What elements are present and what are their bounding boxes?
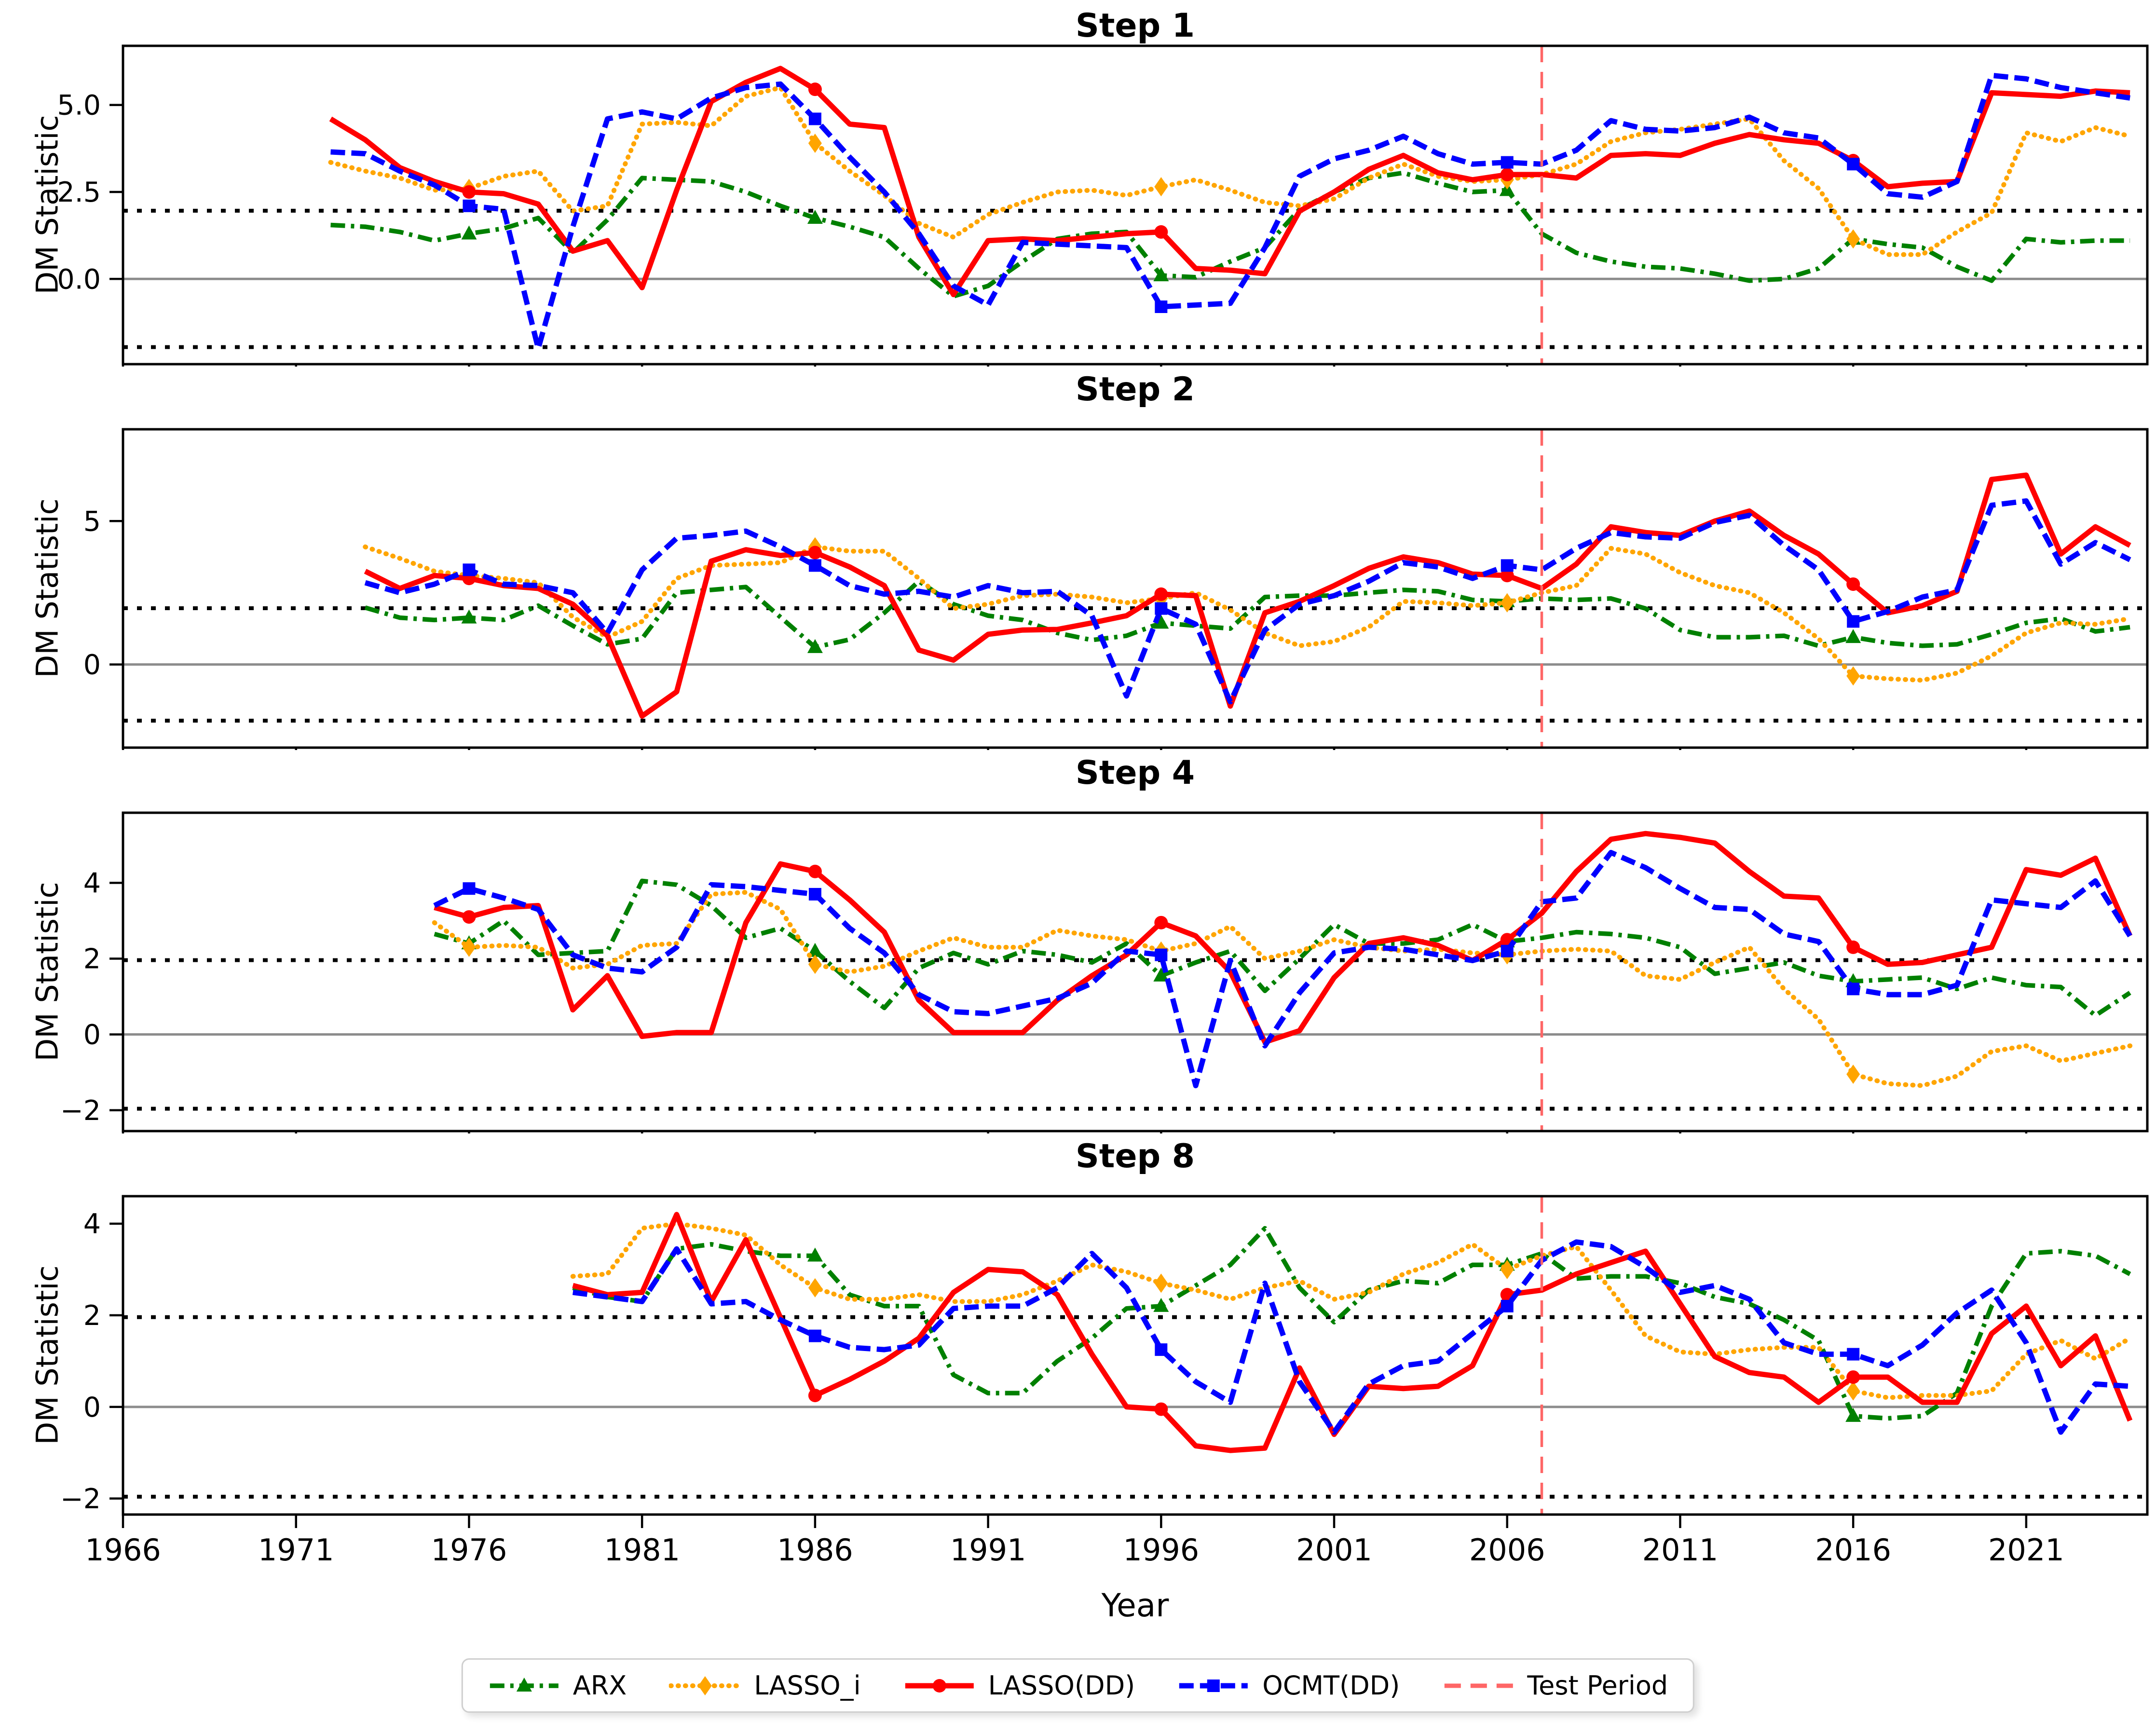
- y-axis-label-step2: DM Statistic: [29, 498, 65, 678]
- x-tick-label: 1991: [950, 1532, 1026, 1568]
- series-lasso_i: [328, 85, 2133, 257]
- x-tick-label: 2011: [1642, 1532, 1719, 1568]
- y-tick-label: 2: [83, 943, 101, 975]
- y-tick-label: −2: [60, 1483, 101, 1515]
- series-ocmt_dd: [433, 850, 2132, 1089]
- series-lasso_i: [363, 544, 2133, 683]
- y-tick-label: 5.0: [57, 90, 101, 122]
- x-tick-label: 1971: [258, 1532, 334, 1568]
- lasso-dd-legend-glyph: [905, 1679, 974, 1693]
- y-axis-label-step1: DM Statistic: [29, 115, 65, 295]
- series-ocmt_dd: [330, 72, 2130, 351]
- y-axis-label-step4: DM Statistic: [29, 882, 65, 1062]
- y-tick-label: 2: [83, 1300, 101, 1332]
- series-lasso_dd: [364, 472, 2131, 719]
- series-ocmt_dd: [572, 1239, 2130, 1435]
- x-tick-label: 2001: [1296, 1532, 1372, 1568]
- y-tick-label: 0.0: [57, 263, 101, 295]
- arx-legend-glyph: [490, 1677, 559, 1692]
- y-tick-label: 4: [83, 1208, 101, 1240]
- y-tick-label: 0: [83, 1392, 101, 1423]
- ocmt-dd-legend-glyph: [1179, 1679, 1248, 1692]
- legend-item-ocmt-dd: OCMT(DD): [1177, 1670, 1400, 1701]
- subplot-title-step8: Step 8: [1075, 1137, 1195, 1175]
- y-tick-label: 5: [83, 505, 101, 537]
- legend-item-lasso-i: LASSO_i: [669, 1670, 861, 1701]
- series-arx: [364, 579, 2130, 650]
- y-tick-label: 0: [83, 649, 101, 681]
- y-tick-label: 4: [83, 867, 101, 899]
- y-tick-label: 0: [83, 1019, 101, 1051]
- legend: ARX LASSO_i LASSO(DD) OCMT(DD) Test Peri…: [461, 1658, 1695, 1713]
- x-tick-label: 1966: [85, 1532, 161, 1568]
- x-tick-label: 2006: [1469, 1532, 1545, 1568]
- lasso-i-legend-glyph: [669, 1676, 742, 1695]
- subplot-title-step2: Step 2: [1075, 370, 1195, 409]
- series-lasso_dd: [434, 831, 2133, 1045]
- legend-label-test-period: Test Period: [1527, 1670, 1668, 1701]
- x-axis-label: Year: [1101, 1587, 1169, 1624]
- series-arx: [572, 1226, 2131, 1421]
- y-tick-label: −2: [60, 1095, 101, 1127]
- plot-area-step-8: −2 0 2 4: [60, 1133, 2156, 1545]
- series-lasso_i: [432, 890, 2133, 1088]
- plot-area-step-4: −2 0 2 4: [60, 750, 2156, 1161]
- legend-label-arx: ARX: [573, 1670, 627, 1701]
- x-tick-label: 1986: [777, 1532, 853, 1568]
- legend-label-lasso-i: LASSO_i: [754, 1670, 861, 1701]
- plot-area-step-1: 0.0 2.5 5.0: [57, 0, 2156, 395]
- x-tick-label: 1981: [604, 1532, 680, 1568]
- test-period-legend-glyph: [1444, 1683, 1513, 1688]
- x-tick-label: 1996: [1123, 1532, 1199, 1568]
- series-arx: [330, 170, 2130, 299]
- x-tick-label: 2021: [1988, 1532, 2064, 1568]
- legend-item-arx: ARX: [488, 1670, 627, 1701]
- y-tick-label: 2.5: [57, 177, 101, 208]
- x-tick-label: 2016: [1815, 1532, 1891, 1568]
- legend-item-test-period: Test Period: [1442, 1670, 1668, 1701]
- subplot-title-step1: Step 1: [1075, 7, 1195, 45]
- plot-area-step-2: 05: [83, 367, 2156, 778]
- x-tick-label: 1976: [431, 1532, 507, 1568]
- series-lasso_i: [570, 1221, 2133, 1400]
- series-ocmt_dd: [364, 498, 2131, 705]
- subplot-title-step4: Step 4: [1075, 754, 1195, 792]
- series-arx: [434, 878, 2131, 1018]
- legend-label-lasso-dd: LASSO(DD): [988, 1670, 1135, 1701]
- legend-label-ocmt-dd: OCMT(DD): [1262, 1670, 1400, 1701]
- legend-item-lasso-dd: LASSO(DD): [903, 1670, 1135, 1701]
- y-axis-label-step8: DM Statistic: [29, 1265, 65, 1445]
